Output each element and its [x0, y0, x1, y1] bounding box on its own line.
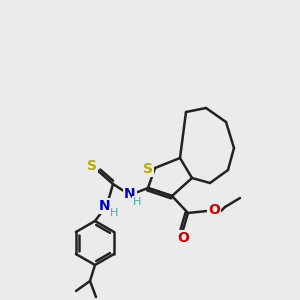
Text: N: N	[99, 199, 111, 213]
Text: O: O	[208, 203, 220, 217]
Text: N: N	[124, 187, 136, 201]
Text: H: H	[110, 208, 118, 218]
Text: O: O	[177, 231, 189, 245]
Text: H: H	[133, 197, 141, 207]
Text: S: S	[87, 159, 97, 173]
Text: S: S	[143, 162, 153, 176]
